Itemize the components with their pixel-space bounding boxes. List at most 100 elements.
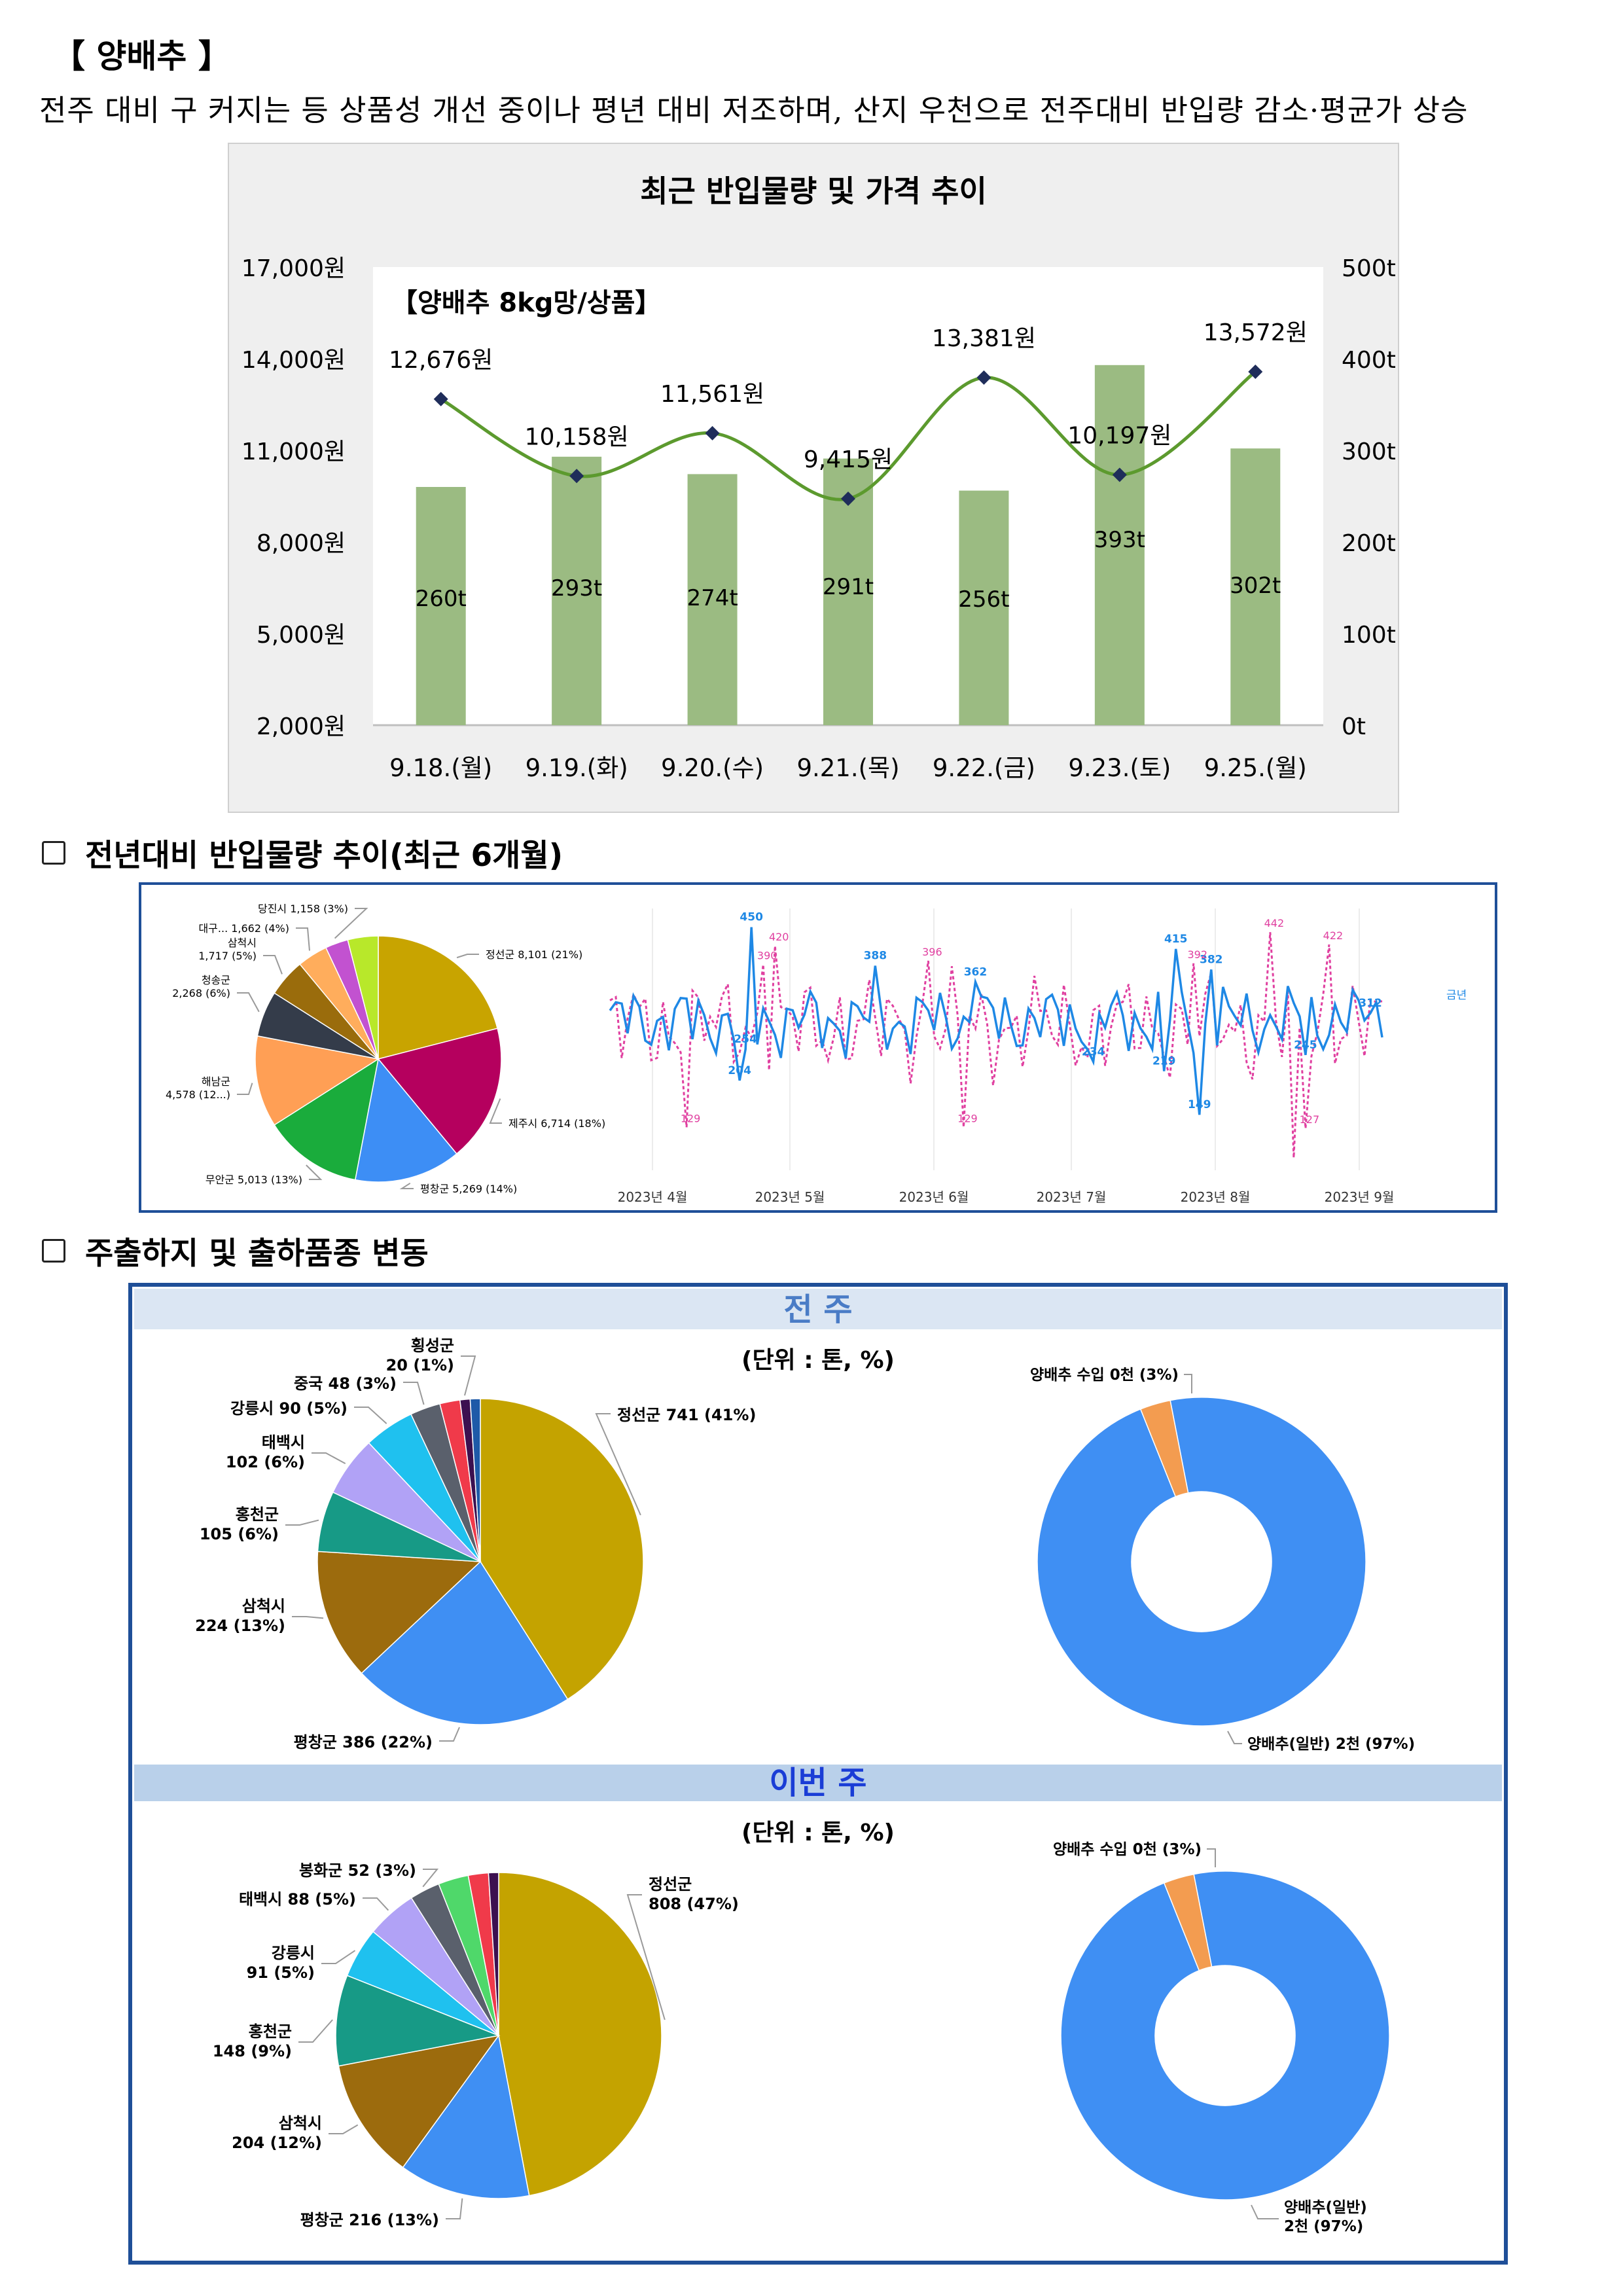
- pie-label: 20 (1%): [386, 1356, 454, 1374]
- origin-pie-6m: 정선군 8,101 (21%) 제주시 6,714 (18%) 평창군 5,269 …: [166, 903, 605, 1195]
- y-right-tick: 500t: [1342, 255, 1396, 282]
- leader-line: [312, 1452, 346, 1464]
- volume-data-label: 393t: [1094, 527, 1145, 553]
- pie-label: 중국 48 (3%): [294, 1374, 397, 1393]
- volume-bar: [959, 490, 1009, 725]
- pie-slice: [274, 1058, 380, 1181]
- volume-data-label: 302t: [1230, 573, 1281, 599]
- price-data-label: 11,561원: [660, 381, 764, 408]
- pie-label: 정선군 741 (41%): [617, 1406, 756, 1424]
- y-right-tick: 200t: [1342, 530, 1396, 557]
- this-year-label: 415: [1164, 933, 1188, 946]
- section-year-heading: 전년대비 반입물량 추이(최근 6개월): [42, 830, 563, 875]
- last-year-label: 442: [1264, 917, 1285, 929]
- chart-title: 최근 반입물량 및 가격 추이: [640, 173, 987, 209]
- volume-bar: [687, 474, 738, 725]
- unit-label-this-week: (단위 : 톤, %): [741, 1820, 895, 1846]
- leader-line: [306, 1164, 323, 1180]
- y-right-tick: 400t: [1342, 347, 1396, 374]
- pie-label: 홍천군: [249, 2022, 292, 2041]
- volume-data-label: 293t: [551, 575, 602, 601]
- leader-line: [1184, 1374, 1192, 1393]
- leader-line: [363, 1897, 389, 1911]
- checkbox-icon: [42, 1238, 65, 1263]
- summary-text: 전주 대비 구 커지는 등 상품성 개선 중이나 평년 대비 저조하며, 산지 …: [39, 93, 1469, 128]
- pie-label: 평창군 5,269 (14%): [420, 1183, 517, 1195]
- pie-label: 평창군 216 (13%): [300, 2211, 439, 2229]
- price-data-label: 9,415원: [804, 446, 893, 473]
- leader-line: [292, 1616, 324, 1619]
- this-year-label: 204: [728, 1064, 751, 1077]
- price-marker: [569, 469, 584, 484]
- volume-bar: [416, 487, 466, 725]
- leader-line: [626, 1894, 666, 2020]
- pie-slice: [1163, 1873, 1213, 1971]
- leader-line: [439, 1727, 460, 1742]
- price-data-label: 10,197원: [1067, 422, 1171, 449]
- volume-bar: [552, 456, 602, 725]
- this-year-label: 382: [1200, 953, 1223, 966]
- y-left-tick: 8,000원: [257, 530, 346, 557]
- pie-label: 강릉시: [272, 1944, 315, 1962]
- this-year-line: [609, 927, 1383, 1115]
- leader-line: [329, 2124, 359, 2134]
- pie-label: 105 (6%): [200, 1525, 279, 1543]
- price-volume-chart: 최근 반입물량 및 가격 추이 【양배추 8kg망/상품】 17,000원 14,…: [228, 143, 1399, 813]
- pie-slice: [469, 1398, 481, 1562]
- x-tick: 9.23.(토): [1068, 754, 1171, 782]
- this-year-label: 245: [1294, 1039, 1317, 1052]
- pie-slice: [498, 1872, 662, 2197]
- pie-label: 102 (6%): [226, 1453, 305, 1471]
- leader-line: [263, 955, 283, 975]
- leader-line: [456, 954, 479, 959]
- section-ship-heading: 주출하지 및 출하품종 변동: [42, 1228, 429, 1273]
- y-left-tick: 2,000원: [257, 713, 346, 740]
- page-title: 【 양배추 】: [52, 37, 231, 75]
- x-tick: 9.22.(금): [933, 754, 1035, 782]
- pie-label: 양배추(일반): [1284, 2199, 1367, 2216]
- this-year-label: 254: [734, 1033, 757, 1046]
- pie-label: 91 (5%): [247, 1964, 315, 1982]
- this-year-label: 362: [964, 965, 988, 978]
- pie-label: 4,578 (12...): [166, 1088, 230, 1101]
- y-right-tick: 300t: [1342, 439, 1396, 465]
- volume-bar: [1094, 365, 1145, 725]
- this-week-variety-donut: 양배추(일반) 2천 (97%) 양배추 수입 0천 (3%): [1053, 1841, 1390, 2235]
- month-tick: 2023년 4월: [618, 1189, 688, 1205]
- last-year-label: 392: [1187, 948, 1207, 961]
- leader-line: [1207, 1848, 1216, 1867]
- x-tick: 9.18.(월): [389, 754, 492, 782]
- pie-slice: [317, 1551, 482, 1674]
- volume-data-label: 274t: [687, 585, 738, 611]
- pie-label: 1,717 (5%): [198, 950, 257, 962]
- checkbox-icon: [42, 840, 65, 865]
- pie-label: 양배추(일반) 2천 (97%): [1247, 1736, 1415, 1753]
- pie-label: 해남군: [202, 1075, 230, 1088]
- month-tick: 2023년 5월: [755, 1189, 825, 1205]
- pie-label: 224 (13%): [195, 1617, 285, 1635]
- year-trend-panel: 정선군 8,101 (21%) 제주시 6,714 (18%) 평창군 5,269 …: [139, 882, 1497, 1213]
- chart-inner-label: 【양배추 8kg망/상품】: [391, 288, 661, 318]
- chart-axes: 17,000원 14,000원 11,000원 8,000원 5,000원 2,000원 5…: [241, 255, 1396, 740]
- pie-label: 청송군: [202, 974, 230, 986]
- pie-slice: [1060, 1871, 1390, 2200]
- leader-line: [595, 1413, 641, 1516]
- band-last-week: [134, 1289, 1502, 1329]
- pie-slice: [1139, 1399, 1189, 1498]
- pie-label: 횡성군: [411, 1336, 454, 1355]
- leader-line: [489, 1098, 502, 1124]
- last-year-label: 129: [681, 1112, 701, 1124]
- pie-slice: [255, 1035, 380, 1126]
- price-marker: [705, 425, 720, 440]
- leader-line: [298, 2019, 333, 2043]
- this-year-label: 219: [1152, 1055, 1176, 1068]
- pie-slice: [378, 935, 499, 1060]
- pie-slice: [338, 2034, 500, 2168]
- price-marker: [1112, 467, 1127, 482]
- pie-slice: [402, 2034, 530, 2199]
- leader-line: [285, 1519, 319, 1526]
- pie-label: 양배추 수입 0천 (3%): [1053, 1841, 1202, 1858]
- leader-line: [1251, 2204, 1279, 2219]
- last-year-label: 420: [769, 931, 789, 943]
- pie-slice: [1037, 1397, 1366, 1727]
